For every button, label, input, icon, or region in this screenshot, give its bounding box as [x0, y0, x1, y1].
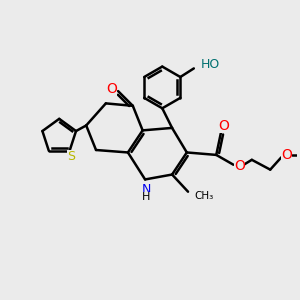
- Text: N: N: [142, 183, 151, 196]
- Text: CH₃: CH₃: [194, 191, 213, 201]
- Text: O: O: [218, 119, 229, 133]
- Text: H: H: [142, 192, 151, 202]
- Text: O: O: [281, 148, 292, 162]
- Text: S: S: [67, 150, 75, 163]
- Text: O: O: [234, 159, 245, 173]
- Text: HO: HO: [201, 58, 220, 71]
- Text: O: O: [106, 82, 117, 96]
